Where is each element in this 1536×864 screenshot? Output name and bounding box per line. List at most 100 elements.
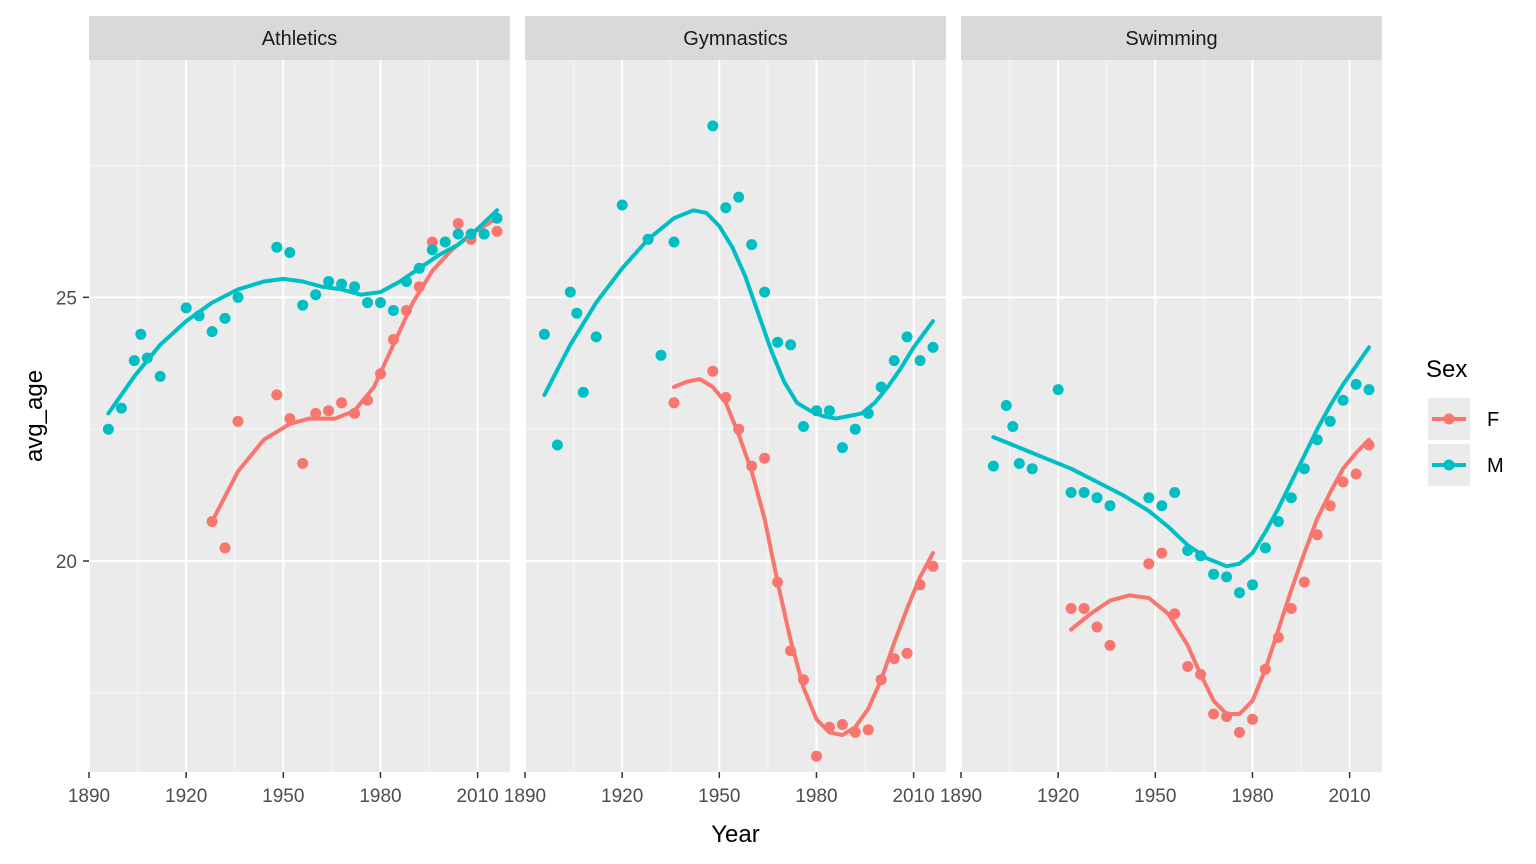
data-point-gymnastics-F	[849, 726, 861, 738]
data-point-athletics-F	[271, 389, 283, 401]
legend-item-M: M	[1428, 444, 1504, 486]
data-point-gymnastics-M	[642, 233, 654, 245]
facet-panel-swimming: Swimming	[960, 16, 1382, 772]
x-tick-label: 1950	[698, 786, 740, 807]
legend-label-F: F	[1487, 409, 1499, 431]
data-point-gymnastics-F	[785, 645, 797, 657]
data-point-athletics-F	[297, 458, 309, 469]
x-tick-label: 2010	[892, 786, 934, 807]
data-point-swimming-F	[1182, 661, 1194, 672]
data-point-gymnastics-M	[927, 341, 939, 353]
data-point-gymnastics-M	[571, 307, 583, 319]
data-point-swimming-M	[1156, 500, 1168, 512]
data-point-gymnastics-F	[733, 423, 745, 435]
data-point-gymnastics-M	[733, 191, 745, 203]
data-point-athletics-F	[349, 407, 361, 419]
data-point-athletics-M	[426, 244, 438, 256]
data-point-gymnastics-M	[577, 386, 589, 398]
data-point-swimming-M	[1195, 550, 1207, 562]
smooth-line-gymnastics-F	[672, 377, 935, 738]
legend-item-F: F	[1428, 398, 1499, 440]
data-point-athletics-M	[141, 352, 153, 364]
data-point-swimming-M	[1337, 394, 1349, 406]
data-point-athletics-M	[135, 328, 147, 340]
panel-background	[89, 60, 510, 772]
data-point-gymnastics-F	[798, 674, 809, 686]
data-point-gymnastics-M	[888, 355, 900, 367]
data-point-gymnastics-M	[655, 349, 667, 361]
x-tick-label: 1890	[504, 786, 546, 807]
data-point-gymnastics-F	[668, 397, 680, 409]
data-point-athletics-M	[452, 228, 464, 240]
data-point-athletics-F	[206, 516, 218, 527]
facet-strip-label-gymnastics: Gymnastics	[683, 28, 787, 50]
data-point-gymnastics-M	[823, 405, 835, 417]
data-point-swimming-F	[1298, 576, 1310, 588]
data-point-athletics-F	[310, 407, 322, 419]
data-point-swimming-M	[1363, 384, 1375, 396]
data-point-gymnastics-M	[875, 381, 887, 393]
data-point-swimming-F	[1143, 558, 1155, 570]
smooth-line-athletics-M	[106, 208, 499, 416]
data-point-swimming-F	[1247, 713, 1258, 725]
legend-title: Sex	[1426, 356, 1467, 383]
data-point-athletics-M	[102, 423, 114, 435]
legend: Sex FM	[1426, 356, 1504, 486]
data-point-swimming-M	[1350, 378, 1362, 390]
data-point-gymnastics-F	[707, 365, 719, 377]
data-point-swimming-F	[1234, 726, 1245, 738]
y-axis-title: avg_age	[21, 370, 48, 462]
data-point-gymnastics-F	[772, 576, 784, 588]
x-tick-label: 2010	[456, 786, 498, 807]
data-point-swimming-F	[1091, 621, 1103, 633]
data-point-gymnastics-M	[668, 236, 680, 248]
data-point-swimming-M	[1221, 571, 1233, 583]
data-point-gymnastics-M	[914, 355, 926, 367]
data-point-gymnastics-M	[564, 286, 576, 298]
data-point-swimming-M	[1065, 487, 1077, 498]
data-point-gymnastics-M	[901, 331, 913, 343]
data-point-swimming-M	[1013, 458, 1025, 469]
data-point-gymnastics-M	[836, 442, 848, 454]
data-point-swimming-F	[1259, 663, 1271, 675]
facet-strip	[961, 16, 1382, 60]
data-point-athletics-F	[387, 334, 399, 345]
data-point-athletics-F	[375, 368, 386, 380]
data-point-swimming-F	[1311, 529, 1323, 541]
data-point-gymnastics-M	[785, 339, 797, 351]
data-point-swimming-M	[987, 460, 999, 472]
data-point-athletics-M	[413, 262, 425, 274]
smooth-line-swimming-F	[1069, 437, 1371, 716]
data-point-athletics-M	[219, 312, 231, 324]
smooth-line-swimming-M	[991, 345, 1371, 569]
panel-background	[525, 60, 946, 772]
x-tick-label: 1950	[1134, 786, 1176, 807]
data-point-swimming-M	[1104, 500, 1116, 512]
panel-background	[961, 60, 1382, 772]
data-point-swimming-M	[1091, 492, 1103, 504]
y-tick-label: 25	[56, 288, 77, 309]
data-point-gymnastics-F	[811, 750, 822, 762]
x-tick-label: 1920	[601, 786, 643, 807]
data-point-gymnastics-F	[823, 721, 835, 733]
data-point-gymnastics-F	[875, 674, 887, 686]
data-point-swimming-M	[1324, 415, 1336, 427]
data-point-athletics-M	[180, 302, 192, 314]
data-point-athletics-M	[400, 276, 412, 287]
facet-panel-athletics: Athletics	[88, 16, 510, 772]
data-point-athletics-F	[452, 218, 464, 229]
data-point-swimming-F	[1104, 639, 1116, 651]
data-point-athletics-F	[284, 413, 296, 425]
data-point-gymnastics-M	[798, 421, 809, 432]
data-point-gymnastics-M	[811, 405, 822, 417]
data-point-athletics-M	[465, 228, 477, 240]
data-point-swimming-M	[1311, 434, 1323, 446]
facet-strip-label-swimming: Swimming	[1125, 28, 1217, 50]
data-point-gymnastics-F	[901, 647, 913, 659]
data-point-athletics-M	[310, 289, 322, 301]
x-tick-label: 1950	[262, 786, 304, 807]
data-point-swimming-M	[1026, 463, 1038, 475]
data-point-athletics-F	[219, 542, 231, 554]
data-point-gymnastics-M	[849, 423, 861, 435]
